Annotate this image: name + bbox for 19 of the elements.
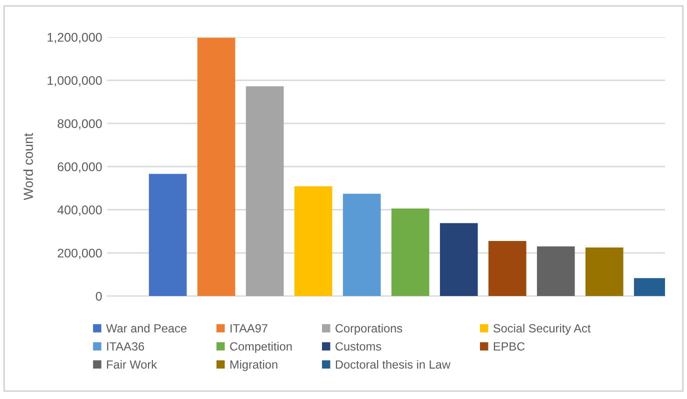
legend-label: ITAA97 (230, 324, 268, 333)
legend-label: EPBC (494, 342, 525, 351)
legend-label: War and Peace (106, 324, 186, 333)
legend-label: Social Security Act (493, 324, 591, 335)
y-tick-label: 600,000 (58, 162, 102, 173)
legend-label: Fair Work (107, 360, 158, 369)
y-tick-label: 1,000,000 (48, 76, 102, 86)
legend-label: Customs (336, 342, 382, 351)
legend-label: Doctoral thesis in Law (336, 360, 450, 369)
legend-label: Competition (230, 342, 292, 353)
y-tick-label: 800,000 (58, 119, 102, 130)
y-tick-label: 1,200,000 (48, 32, 102, 44)
legend-label: Corporations (336, 324, 402, 335)
y-tick-label: 200,000 (58, 248, 102, 260)
y-tick-label: 400,000 (57, 206, 102, 216)
legend-label: Migration (230, 360, 278, 372)
legend-label: ITAA36 (107, 342, 144, 351)
y-axis-title: Word count (23, 133, 33, 200)
y-tick-label: 0 (96, 292, 102, 301)
